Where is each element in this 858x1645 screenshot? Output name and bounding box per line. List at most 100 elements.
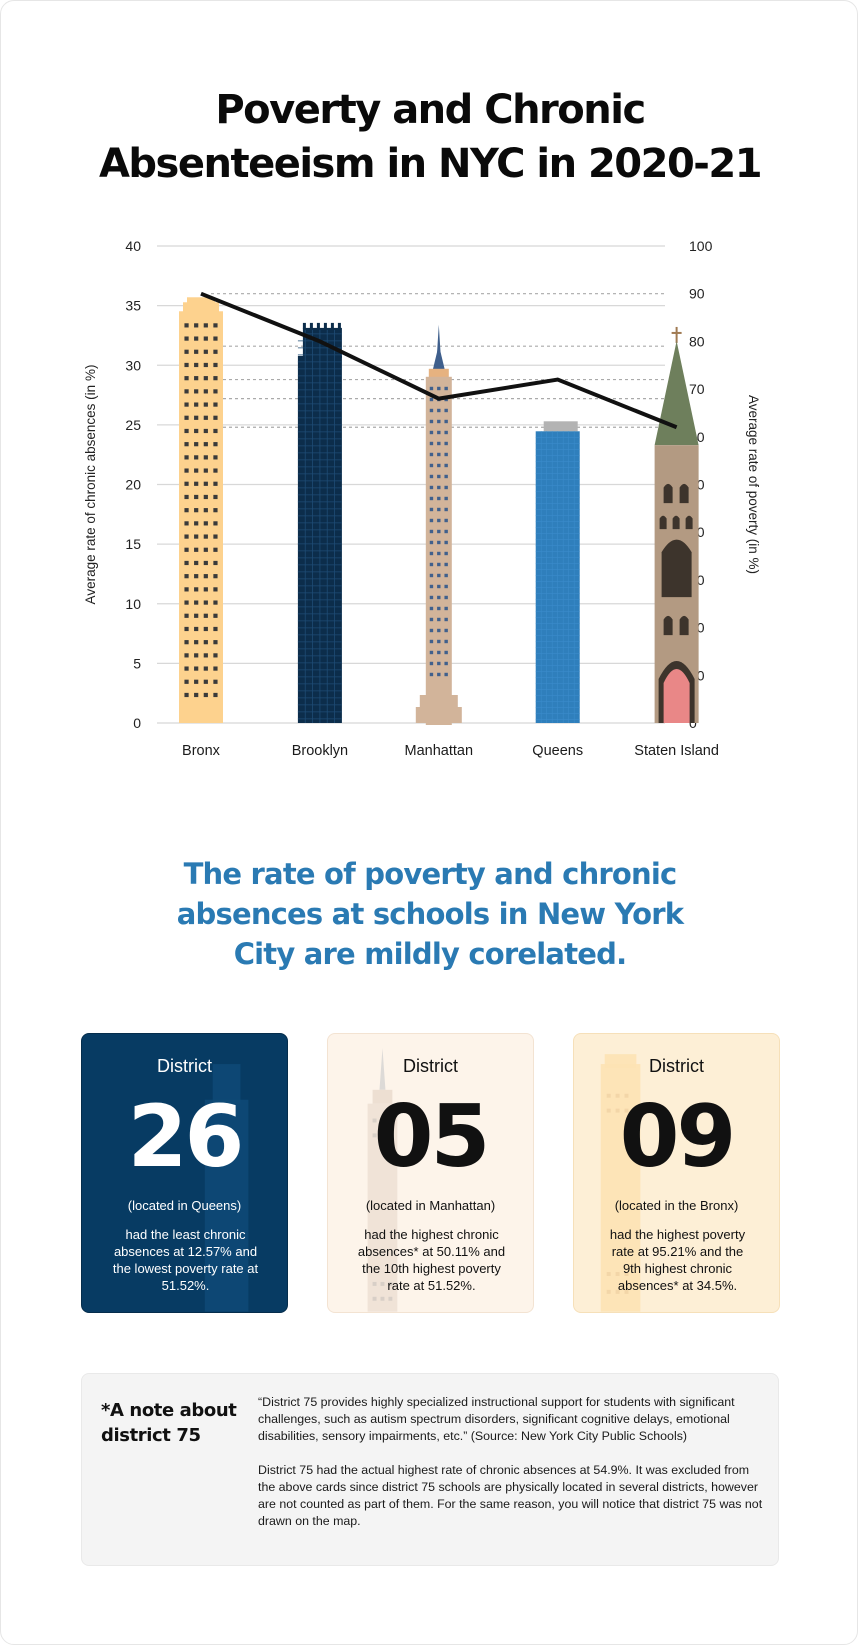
window — [213, 376, 218, 381]
window — [437, 573, 441, 578]
window — [444, 606, 448, 611]
window — [194, 534, 199, 539]
window — [437, 430, 441, 435]
window — [444, 529, 448, 534]
window — [203, 323, 208, 328]
window — [429, 661, 434, 666]
district-number: 26 — [127, 1087, 245, 1187]
window — [444, 452, 448, 457]
window — [184, 587, 189, 592]
window — [437, 650, 441, 655]
window — [184, 613, 189, 618]
window — [203, 442, 208, 447]
window — [213, 626, 218, 632]
window — [184, 640, 189, 645]
window — [437, 595, 441, 600]
window — [429, 419, 434, 424]
window — [184, 323, 189, 328]
window — [213, 521, 218, 526]
window — [203, 666, 208, 671]
district-description: had the least chronic absences at 12.57%… — [112, 1227, 259, 1293]
window — [184, 626, 189, 632]
card-bg-tower — [600, 1054, 641, 1312]
crenellation — [309, 322, 313, 329]
card-bg-tower — [204, 1064, 249, 1312]
window — [444, 672, 448, 677]
window — [444, 496, 448, 501]
window — [184, 547, 189, 552]
window — [444, 628, 448, 633]
window — [184, 376, 189, 381]
window — [194, 481, 199, 486]
window — [213, 442, 218, 447]
window — [184, 574, 189, 579]
y-left-tick-label: 20 — [125, 477, 141, 493]
window — [194, 679, 199, 684]
window — [429, 551, 434, 556]
window — [444, 617, 448, 622]
bar-manhattan-spire — [436, 324, 441, 357]
window — [444, 650, 448, 655]
window — [213, 362, 218, 368]
window — [203, 587, 208, 592]
window — [194, 402, 199, 407]
y-left-tick-label: 35 — [125, 298, 141, 314]
window — [444, 518, 448, 523]
district-number: 09 — [619, 1087, 737, 1187]
window — [437, 463, 441, 468]
window — [213, 336, 218, 341]
window — [203, 402, 208, 407]
window — [184, 336, 189, 341]
y-left-tick-label: 25 — [125, 417, 141, 433]
bar-bronx-top — [187, 297, 215, 306]
window — [194, 442, 199, 447]
window — [203, 653, 208, 658]
window — [184, 521, 189, 526]
x-category-label: Brooklyn — [292, 743, 348, 759]
window — [203, 508, 208, 513]
y-left-tick-label: 30 — [125, 357, 141, 373]
window — [194, 666, 199, 671]
window — [444, 551, 448, 556]
window — [203, 574, 208, 579]
window — [184, 362, 189, 368]
window — [194, 336, 199, 341]
window — [194, 547, 199, 552]
window — [194, 600, 199, 605]
window — [194, 521, 199, 526]
window — [184, 653, 189, 658]
window — [184, 402, 189, 407]
window — [194, 653, 199, 658]
window — [203, 521, 208, 526]
district-label: District — [403, 1056, 458, 1076]
window — [184, 494, 189, 500]
window — [203, 415, 208, 420]
district-75-note: *A note about district 75 “District 75 p… — [81, 1373, 779, 1566]
y-left-tick-label: 40 — [125, 238, 141, 254]
window — [429, 540, 434, 545]
window — [437, 617, 441, 622]
bronx-windows — [184, 323, 218, 698]
note-paragraph-1: “District 75 provides highly specialized… — [258, 1395, 735, 1443]
window — [437, 474, 441, 479]
bar-manhattan-plinth — [415, 707, 462, 723]
window — [184, 560, 189, 566]
window — [194, 692, 199, 698]
note-body: “District 75 provides highly specialized… — [258, 1394, 766, 1530]
district-card-09: District 09 (located in the Bronx) had t… — [573, 1033, 780, 1313]
y-left-tick-label: 0 — [133, 715, 141, 731]
district-label: District — [157, 1056, 212, 1076]
window — [429, 430, 434, 435]
poverty-absence-chart: 05101520253035400102030405060708090100Av… — [83, 238, 761, 759]
y-left-axis-title: Average rate of chronic absences (in %) — [83, 365, 98, 605]
district-location: (located in the Bronx) — [614, 1198, 739, 1213]
window — [213, 508, 218, 513]
window — [184, 442, 189, 447]
window — [194, 389, 199, 394]
window — [213, 428, 218, 434]
window — [437, 584, 441, 589]
page-title: Poverty and Chronic Absenteeism in NYC i… — [1, 83, 858, 191]
window — [203, 692, 208, 698]
window — [429, 639, 434, 644]
window — [184, 349, 189, 354]
